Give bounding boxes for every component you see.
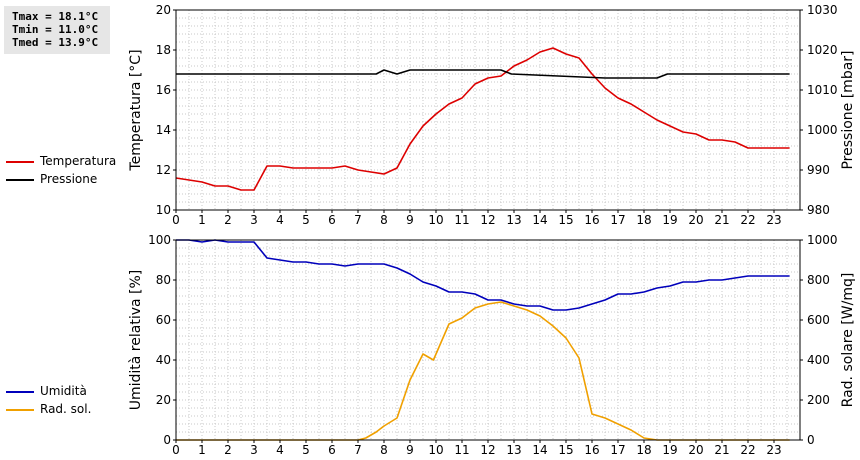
top-x-tick-label: 22: [740, 213, 755, 227]
bottom-y2-tick-label: 800: [807, 273, 830, 287]
top-x-tick-label: 20: [688, 213, 703, 227]
bottom-y-tick-label: 60: [156, 313, 171, 327]
bottom-y-tick-label: 80: [156, 273, 171, 287]
bottom-x-tick-label: 13: [506, 443, 521, 457]
bottom-x-tick-label: 14: [532, 443, 547, 457]
top-x-tick-label: 15: [558, 213, 573, 227]
legend-radiation-swatch: [6, 409, 34, 411]
bottom-x-tick-label: 16: [584, 443, 599, 457]
top-x-tick-label: 11: [454, 213, 469, 227]
bottom-x-tick-label: 11: [454, 443, 469, 457]
bottom-y2-tick-label: 200: [807, 393, 830, 407]
top-x-tick-label: 3: [250, 213, 258, 227]
top-x-tick-label: 5: [302, 213, 310, 227]
bottom-y-tick-label: 0: [163, 433, 171, 447]
bottom-series-right-line: [176, 301, 790, 441]
top-y2-axis-title: Pressione [mbar]: [840, 50, 856, 169]
bottom-x-tick-label: 12: [480, 443, 495, 457]
top-x-tick-label: 17: [610, 213, 625, 227]
bottom-y2-tick-label: 1000: [807, 233, 838, 247]
bottom-x-tick-label: 18: [636, 443, 651, 457]
bottom-y2-tick-label: 600: [807, 313, 830, 327]
top-y2-tick-label: 1000: [807, 123, 838, 137]
legend-pressure-label: Pressione: [40, 172, 98, 186]
top-x-tick-label: 12: [480, 213, 495, 227]
bottom-x-tick-label: 4: [276, 443, 284, 457]
bottom-y-tick-label: 100: [148, 233, 171, 247]
bottom-x-tick-label: 21: [714, 443, 729, 457]
top-x-tick-label: 16: [584, 213, 599, 227]
legend-temperature-label: Temperatura: [40, 154, 117, 168]
top-x-tick-label: 6: [328, 213, 336, 227]
bottom-x-tick-label: 7: [354, 443, 362, 457]
bottom-x-tick-label: 10: [428, 443, 443, 457]
top-x-tick-label: 23: [766, 213, 781, 227]
bottom-x-tick-label: 1: [198, 443, 206, 457]
top-x-tick-label: 13: [506, 213, 521, 227]
top-x-tick-label: 9: [406, 213, 414, 227]
legend-temperature-swatch: [6, 161, 34, 163]
legend-pressure: Pressione: [6, 172, 136, 188]
top-y2-tick-label: 980: [807, 203, 830, 217]
top-x-tick-label: 14: [532, 213, 547, 227]
top-y-tick-label: 12: [156, 163, 171, 177]
top-y2-tick-label: 1010: [807, 83, 838, 97]
top-x-tick-label: 8: [380, 213, 388, 227]
bottom-x-tick-label: 17: [610, 443, 625, 457]
bottom-y2-tick-label: 400: [807, 353, 830, 367]
top-x-tick-label: 0: [172, 213, 180, 227]
bottom-x-tick-label: 20: [688, 443, 703, 457]
bottom-chart: 0 1 2 3 4 5 6 7 8 9 10 11 12 13 14 15 16 17 18 19 20 21 22 2302…: [128, 233, 856, 457]
top-series-left-line: [175, 47, 790, 191]
bottom-y-tick-label: 20: [156, 393, 171, 407]
bottom-y-tick-label: 40: [156, 353, 171, 367]
bottom-x-tick-label: 22: [740, 443, 755, 457]
bottom-x-tick-label: 19: [662, 443, 677, 457]
bottom-x-tick-label: 2: [224, 443, 232, 457]
top-chart: 0 1 2 3 4 5 6 7 8 9 10 11 12 13 14 15 16 17 18 19 20 21 22 2310…: [128, 3, 856, 227]
top-x-tick-label: 10: [428, 213, 443, 227]
top-y-tick-label: 14: [156, 123, 171, 137]
legend-pressure-swatch: [6, 179, 34, 181]
stat-tmax: Tmax = 18.1°C: [12, 10, 99, 23]
top-x-tick-label: 2: [224, 213, 232, 227]
stats-box: Tmax = 18.1°C Tmin = 11.0°C Tmed = 13.9°…: [4, 6, 110, 54]
top-y-axis-title: Temperatura [°C]: [128, 49, 144, 171]
bottom-y2-tick-label: 0: [807, 433, 815, 447]
stat-tmin: Tmin = 11.0°C: [12, 23, 99, 36]
top-y-tick-label: 18: [156, 43, 171, 57]
stat-tmed: Tmed = 13.9°C: [12, 36, 99, 49]
bottom-y2-axis-title: Rad. solare [W/mq]: [840, 273, 856, 408]
top-x-tick-label: 19: [662, 213, 677, 227]
legend-radiation-label: Rad. sol.: [40, 402, 92, 416]
legend-radiation: Rad. sol.: [6, 402, 136, 418]
top-x-tick-label: 1: [198, 213, 206, 227]
bottom-x-tick-label: 3: [250, 443, 258, 457]
top-series-right-line: [176, 69, 790, 79]
legend-humidity-label: Umidità: [40, 384, 87, 398]
top-x-tick-label: 4: [276, 213, 284, 227]
bottom-x-tick-label: 23: [766, 443, 781, 457]
bottom-x-tick-label: 5: [302, 443, 310, 457]
bottom-x-tick-label: 6: [328, 443, 336, 457]
top-y2-tick-label: 1020: [807, 43, 838, 57]
top-y-tick-label: 20: [156, 3, 171, 17]
legend-temperature: Temperatura: [6, 154, 136, 170]
top-x-tick-label: 7: [354, 213, 362, 227]
bottom-x-tick-label: 8: [380, 443, 388, 457]
top-y2-tick-label: 1030: [807, 3, 838, 17]
bottom-x-tick-label: 0: [172, 443, 180, 457]
legend-humidity-swatch: [6, 391, 34, 393]
legend-humidity: Umidità: [6, 384, 136, 400]
bottom-x-tick-label: 9: [406, 443, 414, 457]
top-y2-tick-label: 990: [807, 163, 830, 177]
top-x-tick-label: 21: [714, 213, 729, 227]
top-y-tick-label: 10: [156, 203, 171, 217]
top-y-tick-label: 16: [156, 83, 171, 97]
top-x-tick-label: 18: [636, 213, 651, 227]
bottom-y-axis-title: Umidità relativa [%]: [128, 270, 144, 411]
bottom-x-tick-label: 15: [558, 443, 573, 457]
bottom-series-left-line: [176, 239, 790, 311]
